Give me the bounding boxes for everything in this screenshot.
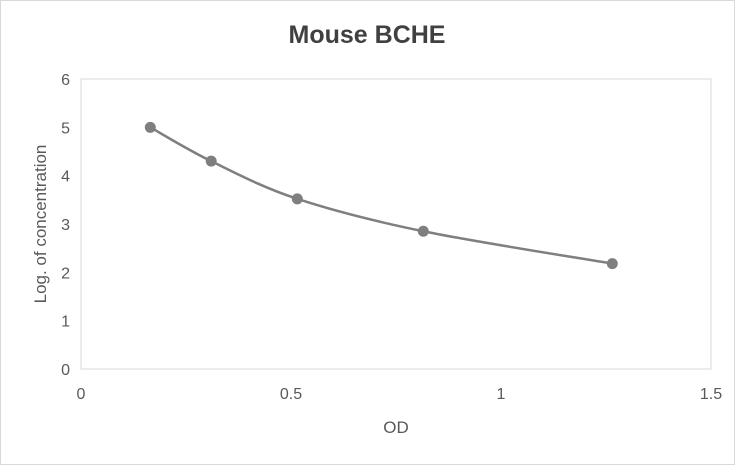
y-tick-label: 1 [61,314,70,331]
y-tick-label: 3 [61,217,70,234]
y-tick-label: 2 [61,265,70,282]
chart-title: Mouse BCHE [289,21,446,49]
data-point [144,121,156,133]
data-point [205,155,217,167]
y-tick-label: 4 [61,169,70,186]
x-axis-ticks: 0 0.5 1 1.5 [77,386,723,403]
x-tick-label: 1 [497,386,506,403]
data-point [417,225,429,237]
y-axis-ticks: 0 1 2 3 4 5 6 [61,72,70,379]
x-axis-label: OD [383,418,409,437]
y-axis-label: Log. of concentration [31,145,50,304]
y-tick-label: 0 [61,362,70,379]
series-line [149,126,613,265]
y-tick-label: 5 [61,120,70,137]
data-point [606,258,618,270]
x-tick-label: 1.5 [700,386,722,403]
data-point [291,193,303,205]
x-tick-label: 0.5 [280,386,302,403]
x-tick-label: 0 [77,386,86,403]
plot-area [80,78,712,370]
data-points [144,121,618,270]
y-tick-label: 6 [61,72,70,89]
